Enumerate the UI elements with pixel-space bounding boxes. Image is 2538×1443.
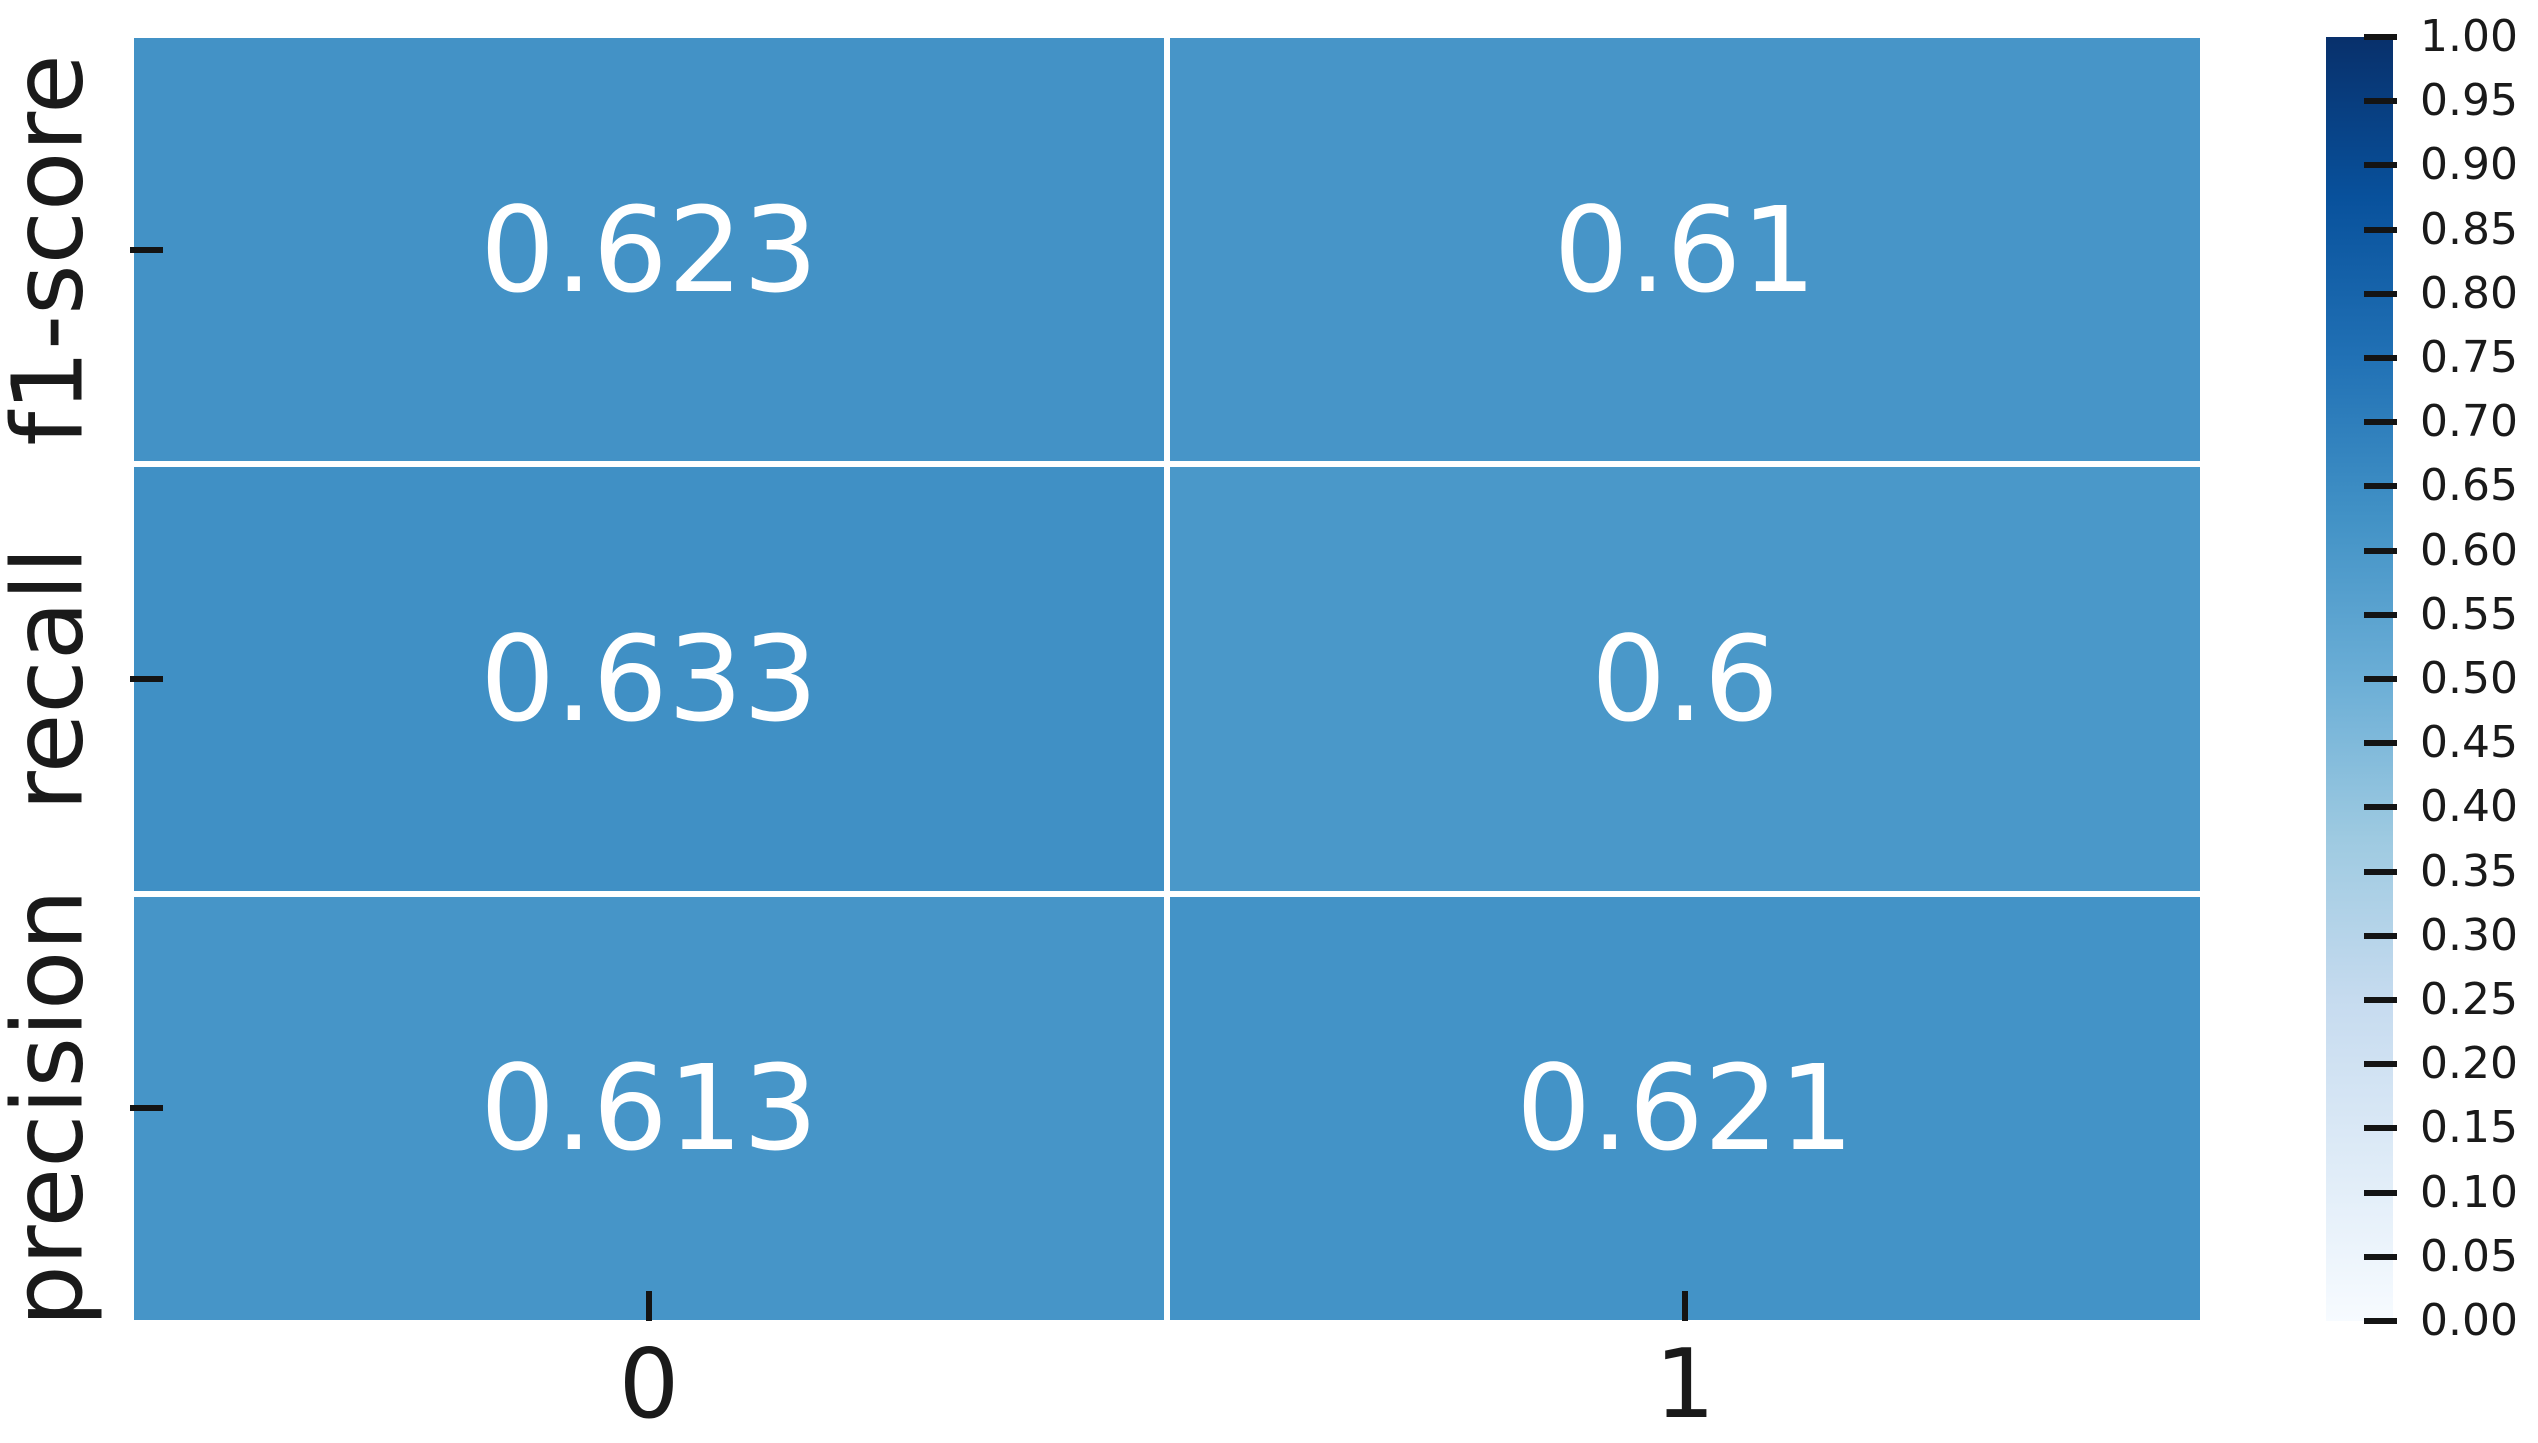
colorbar-tick-mark	[2364, 676, 2397, 682]
heatmap-cell-recall-1: 0.6	[1170, 467, 2200, 891]
colorbar-tick-mark	[2364, 419, 2397, 426]
colorbar-tick-label: 0.00	[2420, 1295, 2518, 1346]
colorbar-tick-label: 0.30	[2420, 909, 2518, 961]
colorbar-tick-label: 0.95	[2420, 75, 2518, 127]
colorbar-tick-mark	[2364, 611, 2397, 618]
colorbar-tick-label: 0.60	[2420, 524, 2518, 576]
cell-value: 0.613	[480, 1039, 818, 1178]
colorbar-tick-label: 0.20	[2420, 1038, 2518, 1090]
colorbar-tick-mark	[2364, 1125, 2397, 1132]
colorbar-tick-label: 0.10	[2420, 1166, 2518, 1218]
colorbar-tick-mark	[2364, 932, 2397, 939]
colorbar-tick-mark	[2364, 34, 2397, 40]
y-tick-label-recall: recall	[0, 546, 105, 812]
colorbar-tick-label: 0.75	[2420, 332, 2518, 383]
colorbar-tick-label: 0.25	[2420, 974, 2518, 1025]
colorbar-tick-mark	[2364, 98, 2397, 105]
y-tick-mark	[130, 1105, 163, 1111]
colorbar-tick-mark	[2364, 997, 2397, 1003]
y-tick-label-precision: precision	[0, 889, 105, 1327]
colorbar-tick-mark	[2364, 290, 2397, 297]
cell-value: 0.623	[480, 180, 818, 319]
colorbar-tick-label: 0.70	[2420, 396, 2518, 448]
x-tick-label-1: 1	[1654, 1330, 1716, 1440]
colorbar-tick-mark	[2364, 804, 2397, 811]
colorbar-tick-mark	[2364, 162, 2397, 169]
heatmap-cell-precision-0: 0.613	[134, 896, 1164, 1320]
colorbar-tick-mark	[2364, 226, 2397, 233]
colorbar-tick-mark	[2364, 1061, 2397, 1068]
colorbar-tick-label: 0.05	[2420, 1230, 2518, 1282]
colorbar-tick-label: 1.00	[2420, 11, 2518, 62]
colorbar-tick-label: 0.35	[2420, 845, 2518, 897]
colorbar-tick-mark	[2364, 740, 2397, 747]
colorbar-tick-label: 0.65	[2420, 460, 2518, 512]
heatmap: 0.623 0.61 0.633 0.6 0.613 0.621	[134, 38, 2200, 1320]
x-tick-mark	[646, 1291, 652, 1321]
colorbar-tick-mark	[2364, 483, 2397, 490]
colorbar-tick-label: 0.45	[2420, 717, 2518, 769]
colorbar-tick-mark	[2364, 1189, 2397, 1196]
heatmap-cell-recall-0: 0.633	[134, 467, 1164, 891]
y-tick-mark	[130, 247, 163, 253]
heatmap-cell-f1-score-1: 0.61	[1170, 38, 2200, 462]
colorbar-tick-mark	[2364, 1318, 2397, 1324]
colorbar-tick-mark	[2364, 355, 2397, 361]
colorbar-tick-label: 0.15	[2420, 1102, 2518, 1154]
heatmap-cell-precision-1: 0.621	[1170, 896, 2200, 1320]
colorbar-tick-label: 0.40	[2420, 781, 2518, 833]
cell-value: 0.633	[480, 609, 818, 748]
cell-value: 0.61	[1553, 180, 1817, 319]
colorbar-tick-label: 0.55	[2420, 588, 2518, 640]
colorbar-tick-label: 0.80	[2420, 267, 2518, 319]
cell-value: 0.6	[1591, 609, 1779, 748]
cell-value: 0.621	[1516, 1039, 1854, 1178]
colorbar-tick-mark	[2364, 547, 2397, 554]
colorbar-tick-mark	[2364, 1253, 2397, 1260]
x-tick-mark	[1682, 1291, 1688, 1321]
heatmap-cell-f1-score-0: 0.623	[134, 38, 1164, 462]
colorbar-tick-label: 0.85	[2420, 203, 2518, 255]
x-tick-label-0: 0	[618, 1330, 680, 1440]
y-tick-mark	[130, 676, 163, 682]
colorbar-tick-mark	[2364, 868, 2397, 875]
colorbar-tick-label: 0.50	[2420, 653, 2518, 704]
y-tick-label-f1-score: f1-score	[0, 54, 105, 446]
colorbar-tick-label: 0.90	[2420, 139, 2518, 191]
